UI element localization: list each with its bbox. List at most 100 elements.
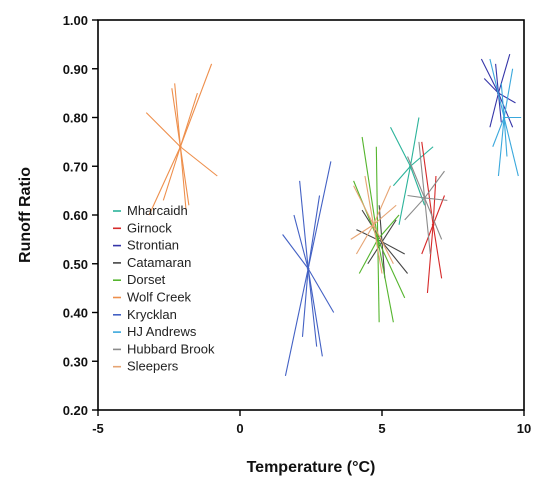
series-krycklan [282, 161, 335, 376]
y-tick-label: 1.00 [63, 13, 88, 28]
data-segment [307, 195, 321, 269]
data-segment [307, 268, 318, 347]
data-segment [301, 268, 309, 337]
data-segment [381, 219, 397, 243]
legend-label: Catamaran [127, 255, 191, 270]
data-segment [489, 58, 505, 118]
data-segment [377, 239, 394, 323]
data-segment [377, 214, 400, 240]
data-segment [424, 197, 431, 255]
data-segment [307, 161, 332, 269]
series-strontian [480, 53, 516, 128]
x-tick-label: -5 [92, 421, 104, 436]
data-segment [421, 141, 434, 225]
data-segment [503, 117, 508, 157]
series-wolf-creek [145, 63, 218, 216]
y-tick-label: 0.90 [63, 62, 88, 77]
data-segment [358, 239, 379, 274]
data-segment [489, 92, 499, 128]
data-segment [293, 214, 309, 269]
data-segment [174, 83, 181, 147]
legend-label: Girnock [127, 220, 172, 235]
data-segment [299, 180, 309, 269]
data-segment [497, 53, 511, 94]
x-tick-label: 5 [378, 421, 385, 436]
data-segment [307, 268, 323, 357]
y-tick-label: 0.30 [63, 354, 88, 369]
x-axis-title: Temperature (°C) [247, 459, 376, 476]
y-tick-label: 0.60 [63, 208, 88, 223]
data-segment [179, 63, 213, 147]
legend-label: Sleepers [127, 359, 179, 374]
y-axis: 0.20 0.30 0.40 0.50 0.60 0.70 0.80 0.90 1.00 [63, 13, 98, 418]
data-segment [409, 117, 420, 167]
data-segment [148, 146, 181, 216]
data-segment [361, 136, 379, 240]
data-segment [503, 117, 519, 177]
data-segment [353, 185, 374, 225]
x-tick-label: 0 [236, 421, 243, 436]
y-tick-label: 0.70 [63, 159, 88, 174]
legend-label: Krycklan [127, 307, 177, 322]
legend-label: Hubbard Brook [127, 341, 215, 356]
data-segment [284, 268, 309, 376]
data-segment [503, 68, 514, 118]
series-hj-andrews [489, 58, 522, 177]
data-segment [392, 165, 411, 187]
y-tick-label: 0.20 [63, 403, 88, 418]
data-segment [373, 204, 397, 226]
data-segment [424, 197, 448, 201]
data-point [431, 223, 435, 227]
data-segment [282, 234, 309, 269]
data-segment [497, 117, 505, 177]
data-segment [409, 166, 426, 206]
y-tick-label: 0.80 [63, 111, 88, 126]
data-segment [398, 166, 411, 225]
plot-area [145, 53, 522, 376]
data-segment [410, 146, 434, 167]
data-segment [145, 112, 181, 148]
data-segment [162, 146, 181, 201]
legend-label: Wolf Creek [127, 290, 192, 305]
data-segment [432, 224, 443, 279]
data-segment [426, 224, 434, 294]
y-tick-label: 0.50 [63, 257, 88, 272]
data-segment [381, 241, 408, 274]
data-segment [372, 185, 392, 225]
data-segment [492, 117, 505, 147]
data-point [502, 116, 506, 119]
legend-label: Strontian [127, 238, 179, 253]
data-segment [483, 78, 499, 94]
data-segment [498, 92, 516, 104]
series-dorset [353, 136, 406, 323]
y-tick-label: 0.40 [63, 306, 88, 321]
x-axis: -5 0 5 10 [92, 410, 531, 436]
data-segment [372, 224, 394, 264]
data-segment [372, 224, 383, 274]
data-segment [367, 241, 383, 265]
data-segment [421, 224, 434, 255]
data-segment [500, 83, 505, 118]
data-point [306, 267, 310, 270]
data-point [372, 223, 375, 227]
data-point [423, 196, 426, 200]
data-segment [180, 146, 218, 177]
data-segment [375, 146, 379, 240]
legend-label: Dorset [127, 272, 166, 287]
data-segment [381, 241, 405, 255]
data-segment [418, 141, 426, 198]
data-point [376, 238, 380, 241]
data-segment [404, 197, 426, 221]
data-segment [179, 146, 187, 211]
series-mharcaidh [390, 117, 434, 225]
data-segment [364, 175, 375, 225]
data-segment [407, 194, 425, 199]
x-tick-label: 10 [517, 421, 531, 436]
series-sleepers [350, 175, 397, 274]
data-segment [424, 170, 445, 199]
y-axis-title: Runoff Ratio [17, 167, 34, 263]
legend-label: HJ Andrews [127, 324, 197, 339]
data-segment [495, 63, 499, 94]
series-hubbard-brook [404, 141, 448, 255]
